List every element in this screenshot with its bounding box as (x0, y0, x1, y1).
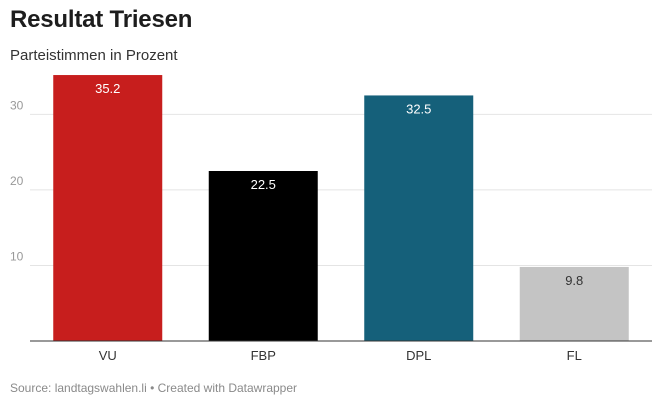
category-label: FL (567, 348, 582, 363)
bar-fl (519, 266, 629, 341)
y-tick-label: 10 (10, 249, 24, 263)
category-label: VU (99, 348, 117, 363)
y-tick-label: 30 (10, 98, 24, 112)
value-label: 35.2 (95, 81, 120, 96)
y-tick-label: 20 (10, 174, 24, 188)
bar-chart: 10 20 30 35.2 VU 22.5 FBP 32.5 DPL 9.8 FL (10, 75, 652, 363)
bar-dpl (364, 95, 474, 341)
category-label: FBP (251, 348, 276, 363)
chart-subtitle: Parteistimmen in Prozent (10, 47, 178, 64)
value-label: 32.5 (406, 101, 431, 116)
value-label: 22.5 (251, 177, 276, 192)
chart-title: Resultat Triesen (10, 6, 193, 33)
category-label: DPL (406, 348, 431, 363)
source-note: Source: landtagswahlen.li • Created with… (10, 381, 298, 395)
bar-fbp (208, 171, 318, 341)
bar-vu (53, 75, 163, 342)
value-label: 9.8 (565, 273, 583, 288)
